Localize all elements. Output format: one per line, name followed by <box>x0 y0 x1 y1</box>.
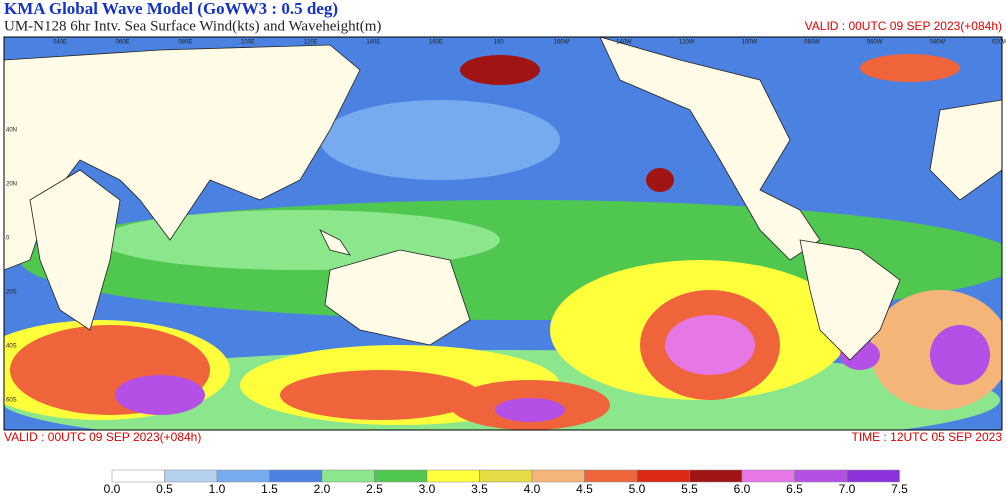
lat-label: 0 <box>6 236 10 242</box>
lon-label: 060W <box>867 40 883 46</box>
colorbar-swatch <box>479 469 533 483</box>
lat-label: 40S <box>6 344 17 350</box>
colorbar: 0.0 0.5 1.0 1.5 2.0 2.5 3.0 3.5 4.0 4.5 5.0 5.5 6.0 6… <box>104 469 908 496</box>
colorbar-label: 6.0 <box>734 482 751 496</box>
colorbar-label: 5.0 <box>629 482 646 496</box>
lon-label: 020W <box>992 40 1006 46</box>
colorbar-swatch <box>689 469 743 483</box>
lon-label: 180 <box>494 40 505 46</box>
colorbar-label: 3.0 <box>419 482 436 496</box>
colorbar-swatch <box>426 469 480 483</box>
colorbar-label: 1.5 <box>261 482 278 496</box>
colorbar-swatch <box>164 469 218 483</box>
colorbar-label: 6.5 <box>786 482 803 496</box>
colorbar-label: 7.0 <box>839 482 856 496</box>
title: KMA Global Wave Model (GoWW3 : 0.5 deg) <box>4 0 338 18</box>
lon-label: 120E <box>304 40 318 46</box>
colorbar-swatch <box>321 469 375 483</box>
lon-label: 080E <box>178 40 192 46</box>
colorbar-label: 7.5 <box>891 482 908 496</box>
lon-label: 120W <box>679 40 695 46</box>
colorbar-label: 0.5 <box>156 482 173 496</box>
lon-label: 100W <box>741 40 757 46</box>
colorbar-swatch <box>584 469 638 483</box>
subtitle: UM-N128 6hr Intv. Sea Surface Wind(kts) … <box>4 18 381 34</box>
lat-label: 20N <box>6 182 17 188</box>
valid-bottom: VALID : 00UTC 09 SEP 2023(+084h) <box>4 430 201 444</box>
colorbar-label: 2.5 <box>366 482 383 496</box>
colorbar-swatch <box>216 469 270 483</box>
colorbar-swatch <box>636 469 690 483</box>
lon-label: 140W <box>616 40 632 46</box>
lon-label: 100E <box>241 40 255 46</box>
forecast-time: TIME : 12UTC 05 SEP 2023 <box>851 430 1002 444</box>
colorbar-label: 1.0 <box>209 482 226 496</box>
colorbar-label: 5.5 <box>681 482 698 496</box>
valid-top: VALID : 00UTC 09 SEP 2023(+084h) <box>805 19 1002 33</box>
lat-label: 40N <box>6 128 17 134</box>
colorbar-swatch <box>846 469 900 483</box>
colorbar-label: 3.5 <box>471 482 488 496</box>
lon-label: 080W <box>804 40 820 46</box>
colorbar-label: 0.0 <box>104 482 121 496</box>
lon-label: 040E <box>53 40 67 46</box>
colorbar-swatch <box>111 469 165 483</box>
lon-label: 040W <box>929 40 945 46</box>
map: 040E 060E 080E 100E 120E 140E 160E 180 160W 140W 1… <box>3 36 1006 431</box>
latitude-labels: 40N 20N 0 20S 40S 60S <box>6 128 17 404</box>
lon-label: 160W <box>553 40 569 46</box>
longitude-labels: 040E 060E 080E 100E 120E 140E 160E 180 160W 140W 1… <box>53 40 1006 46</box>
colorbar-swatch <box>269 469 323 483</box>
lat-label: 20S <box>6 290 17 296</box>
colorbar-label: 4.5 <box>576 482 593 496</box>
colorbar-label: 2.0 <box>314 482 331 496</box>
colorbar-swatch <box>531 469 585 483</box>
lon-label: 060E <box>116 40 130 46</box>
colorbar-label: 4.0 <box>524 482 541 496</box>
colorbar-swatch <box>741 469 795 483</box>
colorbar-swatch <box>794 469 848 483</box>
lon-label: 160E <box>429 40 443 46</box>
lon-label: 140E <box>366 40 380 46</box>
lat-label: 60S <box>6 398 17 404</box>
colorbar-swatch <box>374 469 428 483</box>
